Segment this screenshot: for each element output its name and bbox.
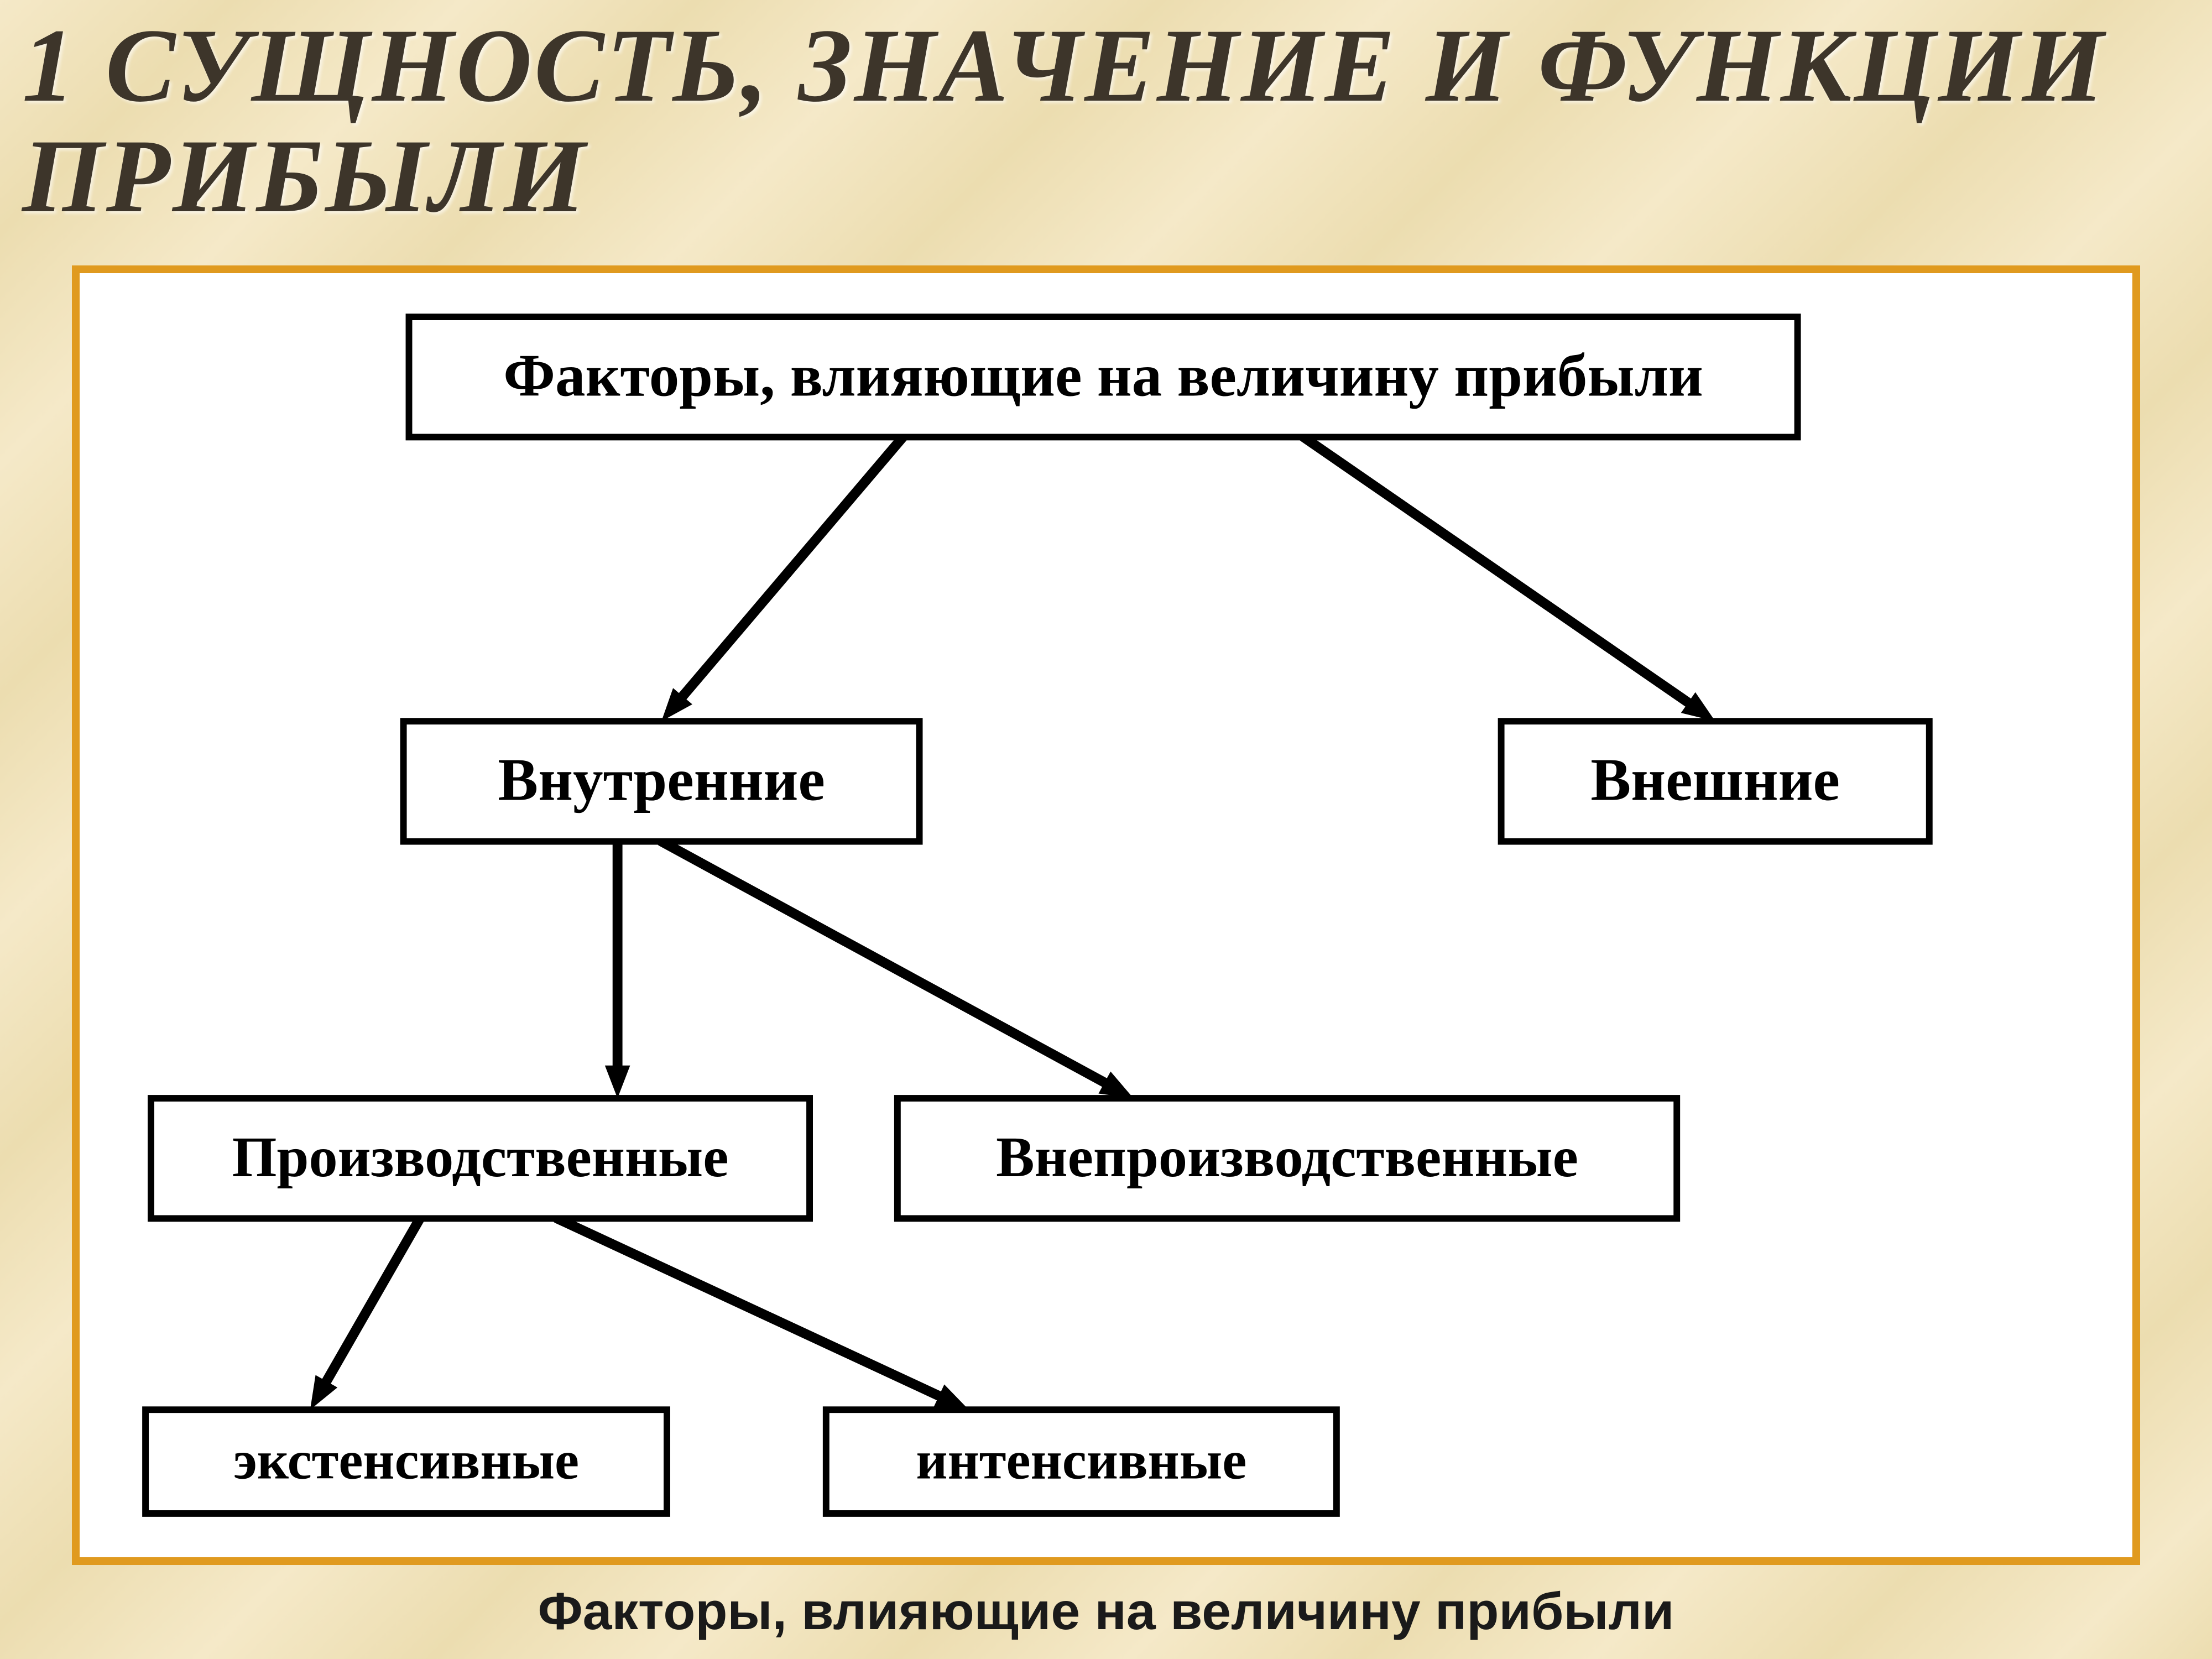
svg-text:Факторы, влияющие на величину: Факторы, влияющие на величину прибыли bbox=[503, 342, 1703, 409]
node-int: интенсивные bbox=[826, 1410, 1337, 1514]
node-root: Факторы, влияющие на величину прибыли bbox=[409, 317, 1798, 437]
svg-text:экстенсивные: экстенсивные bbox=[233, 1431, 579, 1491]
svg-text:Внепроизводственные: Внепроизводственные bbox=[996, 1125, 1578, 1189]
node-ext: экстенсивные bbox=[145, 1410, 667, 1514]
node-outer: Внешние bbox=[1501, 721, 1929, 841]
diagram-frame: Факторы, влияющие на величину прибыли Вну… bbox=[72, 265, 2140, 1565]
node-inner: Внутренние bbox=[404, 721, 920, 841]
svg-text:интенсивные: интенсивные bbox=[916, 1431, 1246, 1491]
slide-title: 1 СУЩНОСТЬ, ЗНАЧЕНИЕ И ФУНКЦИИ ПРИБЫЛИ bbox=[22, 11, 2190, 232]
diagram-caption: Факторы, влияющие на величину прибыли bbox=[387, 1582, 1825, 1642]
svg-text:Внешние: Внешние bbox=[1590, 747, 1840, 813]
node-prod: Производственные bbox=[151, 1098, 810, 1218]
factors-tree-diagram: Факторы, влияющие на величину прибыли Вну… bbox=[80, 273, 2132, 1557]
svg-text:Производственные: Производственные bbox=[232, 1125, 729, 1189]
node-nonprod: Внепроизводственные bbox=[898, 1098, 1677, 1218]
svg-text:Внутренние: Внутренние bbox=[498, 747, 825, 813]
